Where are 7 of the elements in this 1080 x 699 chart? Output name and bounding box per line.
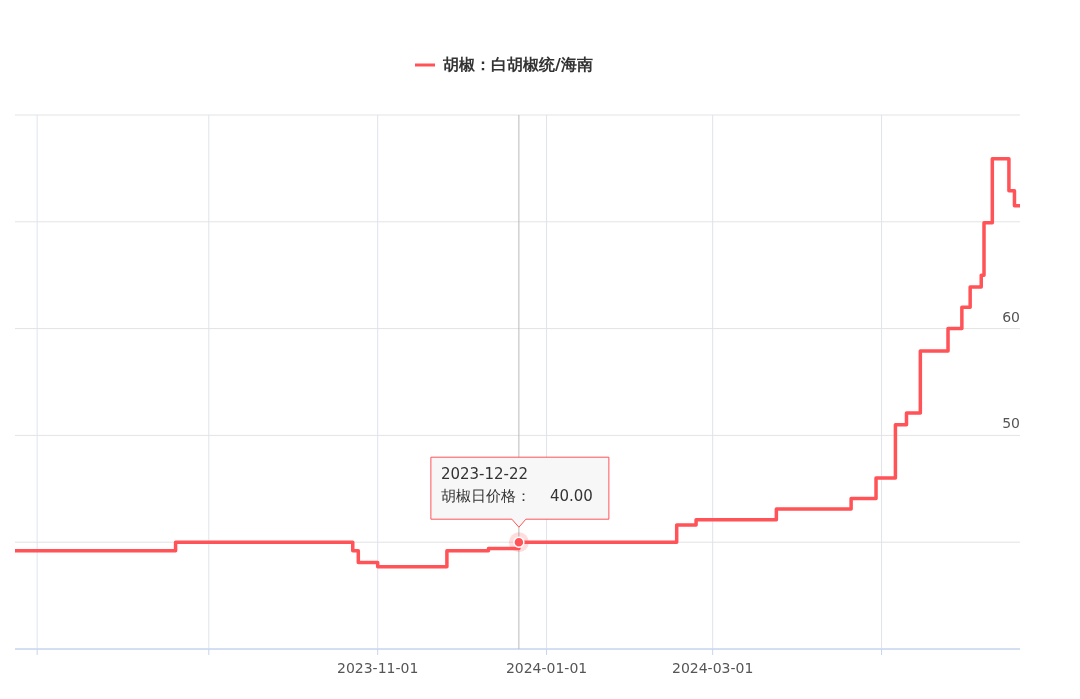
legend-label: 胡椒：白胡椒统/海南 — [442, 55, 593, 74]
y-tick-label: 60 — [1002, 308, 1020, 325]
x-tick-label: 2023-11-01 — [337, 660, 419, 676]
y-tick-label: 50 — [1002, 415, 1020, 432]
x-tick-label: 2024-01-01 — [505, 660, 588, 676]
annotation: 2023-12-22 胡椒日价格： 40.00 — [440, 465, 593, 506]
x-tick-label: 2024-03-01 — [672, 660, 754, 676]
